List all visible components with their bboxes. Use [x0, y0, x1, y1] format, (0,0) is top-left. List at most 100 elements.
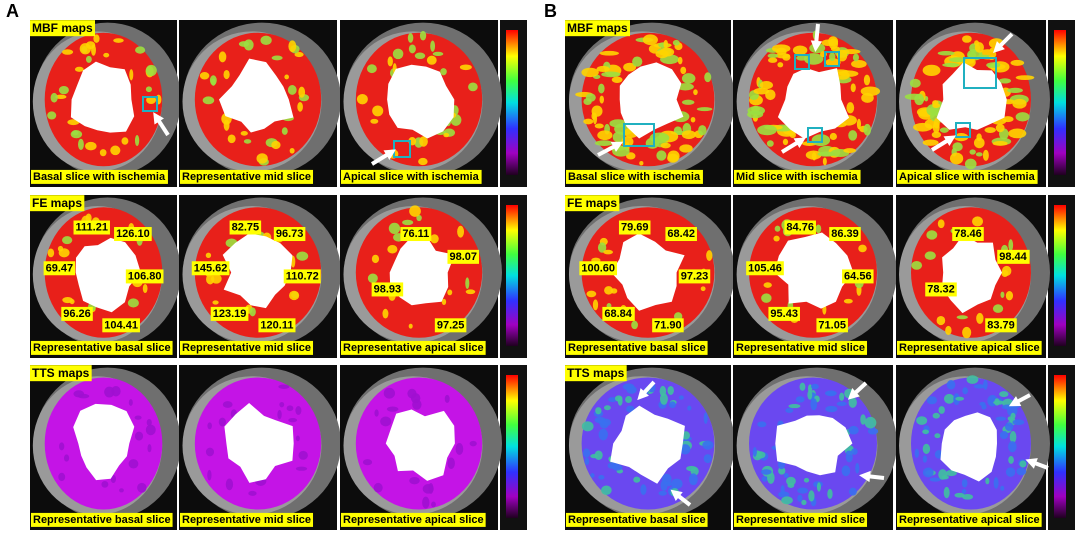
speckle	[455, 443, 464, 455]
speckle	[864, 416, 877, 429]
speckle	[1008, 239, 1014, 252]
cavity	[619, 62, 684, 139]
speckle	[934, 433, 941, 439]
speckle	[700, 286, 706, 292]
slice-caption-bg	[897, 169, 1038, 184]
fe-value: 78.32	[927, 283, 955, 295]
speckle	[981, 404, 987, 410]
speckle	[145, 64, 157, 77]
cavity	[224, 403, 294, 483]
slice-caption-bg	[180, 340, 314, 355]
speckle	[419, 30, 427, 41]
speckle	[145, 424, 156, 436]
slice-caption-bg	[31, 169, 168, 184]
speckle	[851, 448, 858, 455]
speckle	[356, 94, 368, 105]
speckle	[279, 401, 285, 408]
speckle	[916, 416, 928, 425]
speckle	[678, 395, 684, 400]
speckle	[465, 289, 476, 295]
speckle	[995, 123, 1005, 133]
speckle	[625, 152, 636, 160]
fe-value: 100.60	[581, 262, 615, 274]
fe-value: 64.56	[844, 270, 872, 282]
fe-value-bg	[447, 249, 480, 264]
speckle	[817, 151, 836, 157]
fe-value: 71.90	[654, 319, 682, 331]
speckle	[681, 99, 695, 105]
speckle	[205, 252, 212, 259]
speckle	[465, 277, 470, 290]
colorbar	[506, 30, 518, 175]
speckle	[672, 39, 680, 46]
row-title-bg	[30, 20, 95, 37]
speckle	[973, 137, 985, 149]
speckle	[414, 52, 426, 60]
fe-value: 71.05	[818, 319, 846, 331]
speckle	[848, 425, 859, 435]
speckle	[99, 149, 107, 157]
speckle	[845, 450, 853, 456]
slice-caption: Representative basal slice	[33, 342, 171, 354]
speckle	[371, 254, 380, 264]
roi-box	[963, 57, 997, 89]
speckle	[676, 83, 694, 91]
speckle	[447, 289, 453, 296]
speckle	[422, 496, 430, 509]
fe-value-bg	[125, 269, 164, 284]
speckle	[926, 396, 938, 405]
cavity	[75, 237, 141, 313]
cavity	[940, 412, 997, 482]
speckle	[747, 110, 764, 119]
speckle	[598, 475, 605, 480]
speckle	[659, 47, 675, 57]
speckle	[85, 55, 92, 63]
speckle	[298, 86, 306, 98]
speckle	[946, 380, 956, 390]
colorbar	[506, 205, 518, 346]
speckle	[223, 119, 230, 131]
speckle	[667, 385, 674, 395]
speckle	[836, 401, 847, 407]
speckle	[63, 454, 70, 462]
fe-value: 86.39	[831, 228, 859, 240]
speckle	[839, 392, 845, 401]
fe-value-bg	[102, 318, 140, 333]
slice-caption: Representative apical slice	[899, 342, 1040, 354]
arrow-head	[610, 141, 624, 152]
cavity	[387, 64, 455, 139]
speckle	[640, 484, 647, 495]
slice-caption-bg	[734, 169, 861, 184]
speckle	[416, 214, 422, 222]
row-title: TTS maps	[567, 366, 625, 380]
speckle	[50, 92, 58, 103]
speckle	[599, 50, 619, 56]
speckle	[807, 390, 813, 400]
cavity	[777, 68, 850, 139]
slice-caption: Representative mid slice	[736, 342, 865, 354]
slice-caption-bg	[31, 512, 173, 527]
slice-caption: Basal slice with ischemia	[33, 171, 166, 183]
fe-value: 120.11	[260, 319, 293, 331]
speckle	[681, 130, 696, 140]
speckle	[288, 40, 297, 53]
slice-caption: Representative mid slice	[736, 514, 865, 526]
speckle	[848, 130, 858, 141]
fe-value: 95.43	[770, 308, 798, 320]
speckle	[594, 140, 614, 147]
speckle	[973, 384, 986, 389]
speckle	[287, 85, 297, 95]
fe-value: 96.26	[63, 308, 91, 320]
speckle	[592, 112, 598, 125]
speckle	[843, 148, 857, 153]
fe-value-bg	[652, 318, 684, 333]
speckle	[79, 43, 91, 55]
speckle	[825, 405, 838, 413]
speckle	[207, 469, 212, 481]
slice-caption: Representative basal slice	[568, 342, 706, 354]
speckle	[58, 248, 70, 258]
speckle	[146, 96, 157, 104]
speckle	[419, 136, 428, 147]
speckle	[608, 397, 617, 403]
fe-value: 110.72	[286, 270, 319, 282]
